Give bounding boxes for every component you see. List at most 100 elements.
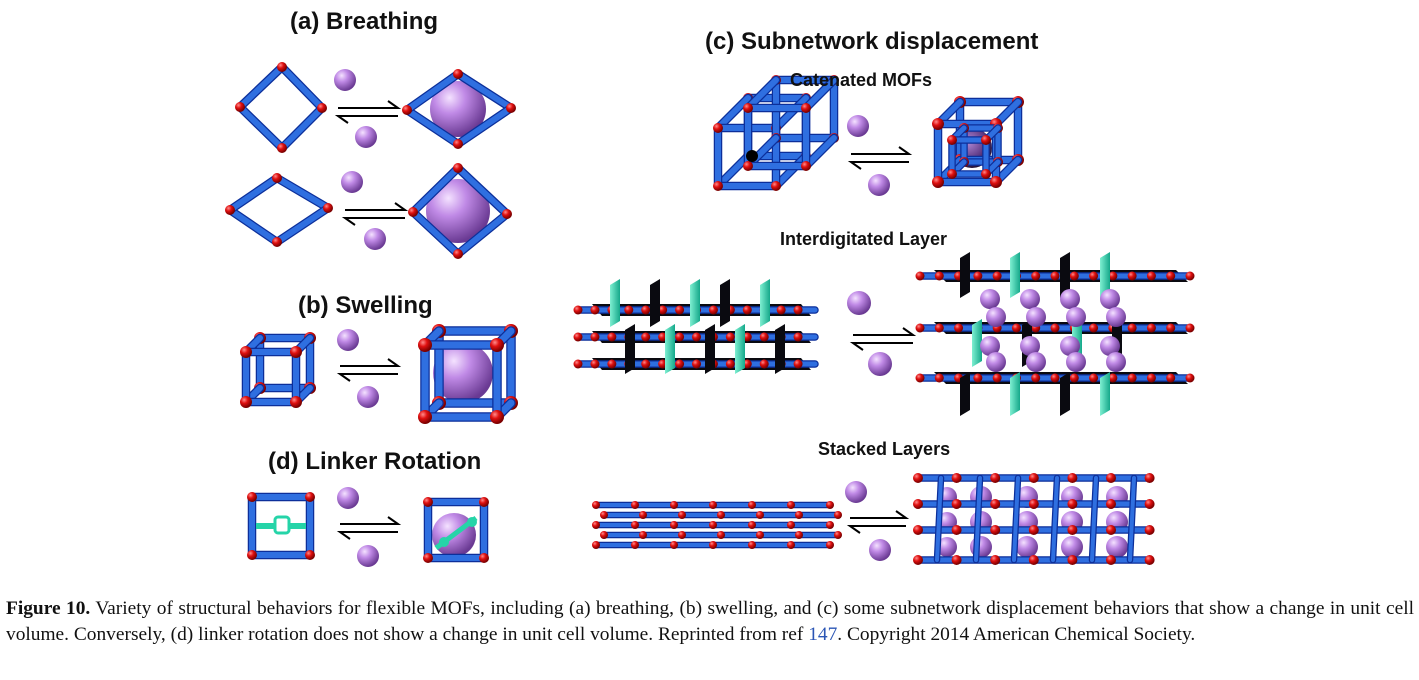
guest-molecule [1016, 536, 1038, 558]
metal-node [743, 103, 753, 113]
metal-node [675, 305, 685, 315]
metal-node [592, 501, 600, 509]
metal-node [1127, 373, 1137, 383]
stacked-open [913, 473, 1155, 565]
metal-node [1144, 473, 1155, 483]
guest-molecule [364, 228, 386, 250]
metal-node [756, 531, 764, 539]
pillar-linker [735, 324, 745, 374]
metal-node [1166, 373, 1176, 383]
metal-node [826, 501, 834, 509]
panel-a-title: (a) Breathing [290, 8, 439, 35]
breathing-open-pore-1 [402, 69, 516, 149]
metal-node [277, 62, 287, 72]
metal-node [453, 139, 463, 149]
catenated-filled [932, 96, 1024, 188]
metal-node [947, 135, 957, 145]
metal-node [709, 541, 717, 549]
reference-link[interactable]: 147 [808, 624, 838, 645]
metal-node [631, 501, 639, 509]
breathing-exchange-2 [341, 171, 409, 250]
guest-molecule [1066, 352, 1086, 372]
metal-node [1127, 323, 1137, 333]
strut [773, 95, 809, 131]
metal-node [658, 305, 668, 315]
guest-molecule [1026, 352, 1046, 372]
metal-node [1050, 271, 1060, 281]
guest-molecule [1066, 307, 1086, 327]
guest-molecule [1100, 336, 1120, 356]
metal-node [1028, 555, 1039, 565]
metal-node [317, 103, 327, 113]
strut [715, 153, 751, 189]
metal-node [1089, 373, 1099, 383]
metal-node [990, 176, 1002, 188]
metal-node [290, 346, 302, 358]
metal-node [990, 555, 1001, 565]
guest-molecule [937, 537, 957, 557]
metal-node [277, 143, 287, 153]
metal-node [795, 511, 803, 519]
metal-node [932, 118, 944, 130]
catenated-exchange [847, 115, 913, 196]
metal-node [692, 359, 701, 369]
catenated-mofs-label: Catenated MOFs [790, 70, 933, 90]
breathing-open-pore-2 [408, 163, 512, 259]
strut [974, 476, 982, 562]
metal-node [631, 521, 639, 529]
pillar-linker [1060, 372, 1070, 416]
strut [279, 64, 325, 111]
metal-node [787, 501, 795, 509]
metal-node [748, 541, 756, 549]
metal-node [834, 511, 842, 519]
metal-node [247, 492, 257, 502]
figure-10: (a) Breathing (b) Swelling (d) Linker Ro… [225, 8, 1195, 567]
metal-node [675, 359, 685, 369]
pillar-linker [610, 279, 620, 327]
guest-molecule [1020, 289, 1040, 309]
metal-node [502, 209, 512, 219]
metal-node [776, 305, 786, 315]
strut [1090, 476, 1098, 562]
swelling-small-cell [240, 332, 316, 408]
guest-molecule [334, 69, 356, 91]
guest-molecule [868, 174, 890, 196]
metal-node [670, 501, 678, 509]
metal-node [1108, 271, 1118, 281]
metal-node [793, 359, 803, 369]
metal-node [725, 359, 735, 369]
metal-node [713, 181, 723, 191]
metal-node [225, 205, 235, 215]
guest-molecule [1106, 352, 1126, 372]
metal-node [826, 521, 834, 529]
pillar-linker [1010, 252, 1020, 298]
metal-node [951, 555, 962, 565]
forward-arrow [851, 146, 913, 155]
strut [455, 105, 514, 147]
guest-molecule [430, 81, 486, 137]
metal-node [592, 521, 600, 529]
strut [404, 107, 461, 147]
pillar-linker [665, 324, 675, 374]
forward-arrow [340, 358, 402, 367]
metal-node [639, 511, 647, 519]
metal-node [915, 323, 925, 333]
metal-node [240, 396, 252, 408]
guest-molecule [1100, 289, 1120, 309]
metal-node [1067, 473, 1078, 483]
metal-node [670, 521, 678, 529]
metal-node [1146, 373, 1156, 383]
strut [279, 105, 325, 151]
metal-node [826, 541, 834, 549]
guest-molecule [847, 115, 869, 137]
pillar-linker [960, 372, 970, 416]
metal-node [1050, 323, 1060, 333]
reverse-arrow [341, 217, 405, 226]
metal-node [453, 163, 463, 173]
metal-node [692, 332, 701, 342]
pillar-linker [705, 324, 715, 374]
guest-molecule [980, 336, 1000, 356]
linker-rotation-before [247, 492, 315, 560]
metal-node [1089, 323, 1099, 333]
metal-node [418, 338, 432, 352]
